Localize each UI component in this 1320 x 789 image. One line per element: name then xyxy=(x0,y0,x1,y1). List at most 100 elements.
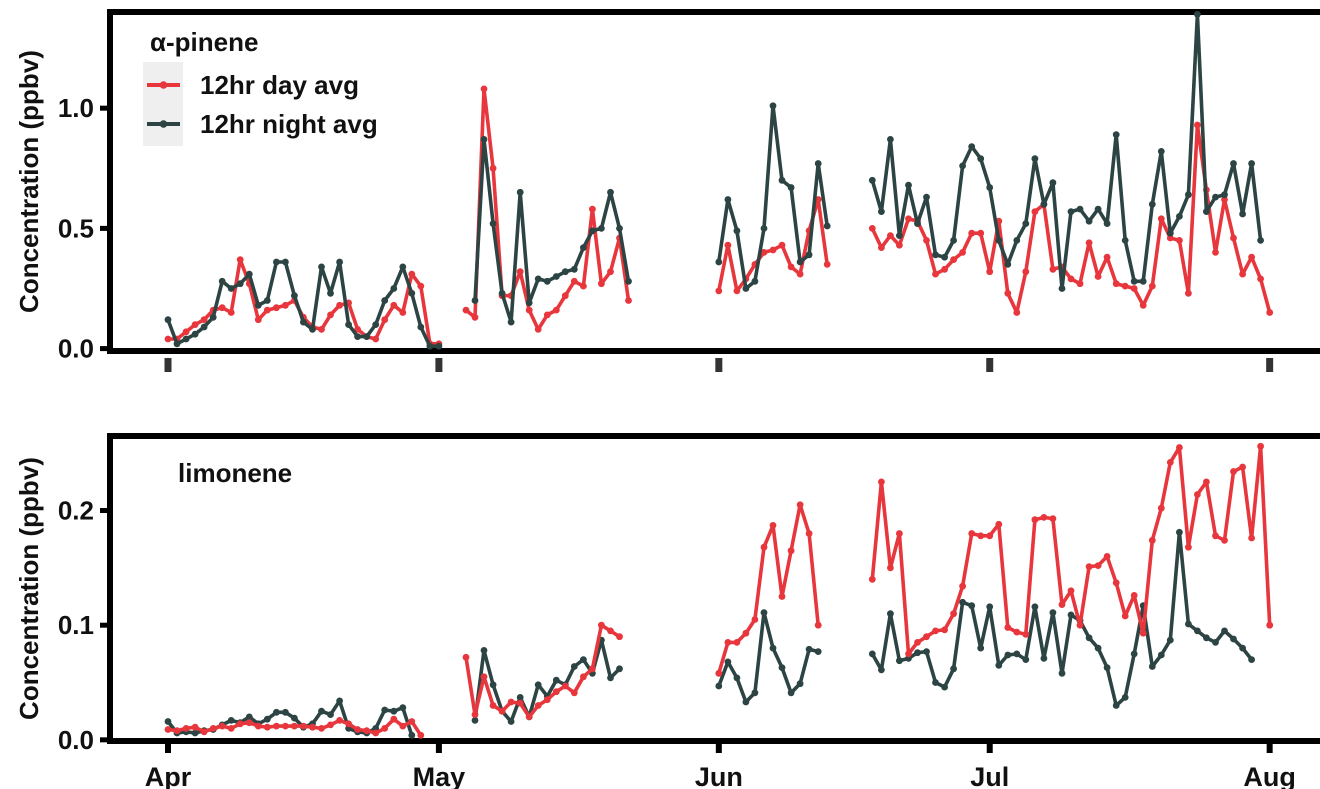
data-point xyxy=(589,665,596,673)
data-point xyxy=(390,715,398,723)
data-point xyxy=(399,722,407,730)
data-point xyxy=(273,708,280,716)
data-point xyxy=(1257,237,1264,244)
data-point xyxy=(1031,155,1039,163)
data-point xyxy=(543,311,551,319)
data-point xyxy=(1040,200,1048,208)
data-point xyxy=(796,258,804,266)
data-point xyxy=(390,301,398,309)
data-point xyxy=(896,241,903,249)
data-point xyxy=(1031,208,1039,216)
data-point xyxy=(787,184,795,191)
data-point xyxy=(1112,131,1120,139)
data-point xyxy=(435,342,443,350)
data-point xyxy=(1203,478,1210,486)
data-point xyxy=(923,648,930,655)
series-line xyxy=(717,610,819,704)
data-point xyxy=(263,297,271,304)
data-point xyxy=(309,723,316,731)
data-point xyxy=(1194,491,1201,498)
data-point xyxy=(914,639,921,646)
data-point xyxy=(291,292,298,300)
data-point xyxy=(923,237,930,244)
data-point xyxy=(318,707,325,715)
data-point xyxy=(823,222,831,230)
data-point xyxy=(1130,650,1138,658)
data-point xyxy=(769,102,777,110)
data-point xyxy=(1094,644,1102,652)
data-point xyxy=(218,304,226,312)
data-point xyxy=(977,532,985,540)
data-point xyxy=(489,681,497,689)
data-point xyxy=(1221,191,1228,199)
data-point xyxy=(1112,280,1120,288)
data-point xyxy=(1004,651,1012,659)
data-point xyxy=(516,188,524,196)
data-point xyxy=(1266,621,1274,629)
x-tick-label: Jun xyxy=(695,762,743,789)
data-point xyxy=(959,598,966,606)
data-point xyxy=(868,575,876,583)
data-point xyxy=(218,722,226,730)
data-point xyxy=(282,722,289,730)
data-point xyxy=(390,707,398,715)
data-point xyxy=(480,85,488,93)
data-point xyxy=(1103,220,1111,228)
data-point xyxy=(209,313,217,321)
data-point xyxy=(200,323,208,331)
data-point xyxy=(1103,664,1111,671)
data-point xyxy=(1176,528,1183,536)
data-point xyxy=(742,698,750,706)
data-point xyxy=(814,160,822,167)
data-point xyxy=(995,661,1003,669)
data-point xyxy=(227,285,235,292)
data-point xyxy=(878,244,885,252)
data-point xyxy=(336,697,343,705)
data-point xyxy=(1248,534,1255,542)
data-point xyxy=(182,725,190,732)
data-point xyxy=(543,277,551,285)
data-point xyxy=(399,704,407,712)
data-point xyxy=(327,721,334,729)
data-point xyxy=(273,722,280,730)
data-point xyxy=(805,530,813,537)
data-point xyxy=(1013,237,1021,244)
data-point xyxy=(778,176,786,184)
data-point xyxy=(1049,179,1057,187)
data-point xyxy=(751,689,759,697)
data-point xyxy=(1239,463,1246,471)
data-point xyxy=(480,136,488,143)
legend-swatch-point xyxy=(159,81,168,89)
data-point xyxy=(1049,515,1057,522)
data-point xyxy=(796,270,804,278)
data-point xyxy=(760,249,768,256)
data-point xyxy=(489,220,497,228)
series-line xyxy=(473,137,631,324)
data-point xyxy=(534,681,542,689)
data-point xyxy=(309,326,316,333)
series-line xyxy=(464,623,621,719)
data-point xyxy=(1203,208,1210,216)
data-point xyxy=(625,297,632,304)
data-point xyxy=(191,321,199,328)
data-point xyxy=(616,225,623,232)
data-point xyxy=(254,301,262,309)
data-point xyxy=(1085,217,1093,225)
data-point xyxy=(950,610,957,618)
data-point xyxy=(760,609,768,616)
data-point xyxy=(200,728,208,736)
data-point xyxy=(896,530,903,537)
data-point xyxy=(986,184,994,191)
data-point xyxy=(516,268,524,276)
data-point xyxy=(769,246,777,254)
data-point xyxy=(950,237,957,244)
data-point xyxy=(977,155,985,163)
data-point xyxy=(570,689,578,697)
data-point xyxy=(1139,277,1147,285)
data-point xyxy=(1212,532,1219,540)
data-point xyxy=(354,726,361,733)
data-point xyxy=(471,717,479,724)
data-point xyxy=(1257,442,1264,450)
data-point xyxy=(1230,468,1237,475)
